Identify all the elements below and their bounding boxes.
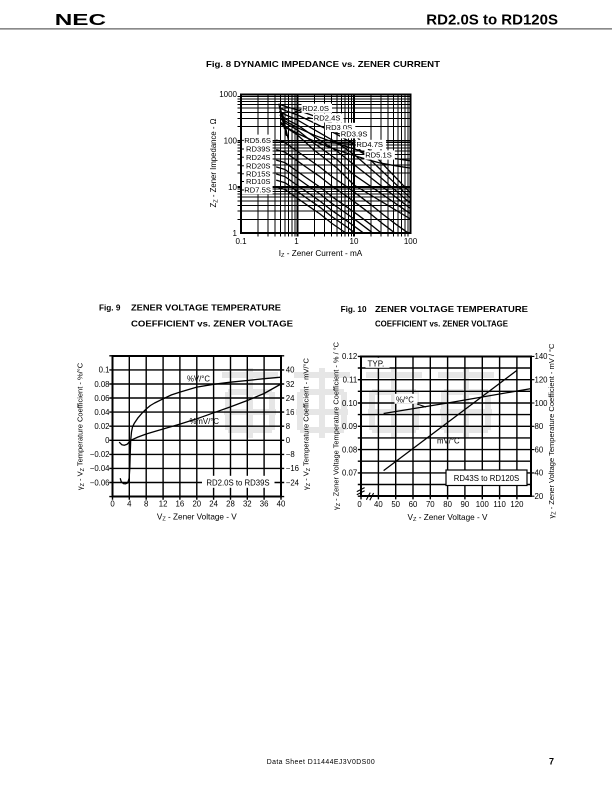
svg-text:γZ - VZ Temperature Coefficien: γZ - VZ Temperature Coefficient - %/°C <box>76 362 86 490</box>
svg-text:RD24S: RD24S <box>246 153 270 162</box>
svg-text:−0.06: −0.06 <box>90 478 110 487</box>
svg-text:60: 60 <box>409 500 418 509</box>
svg-text:140: 140 <box>535 352 549 361</box>
svg-text:VZ - Zener Voltage - V: VZ - Zener Voltage - V <box>408 513 488 523</box>
svg-text:100: 100 <box>404 237 418 246</box>
svg-text:120: 120 <box>510 500 524 509</box>
svg-text:NEC: NEC <box>55 11 106 29</box>
svg-text:RD5.6S: RD5.6S <box>244 136 271 145</box>
svg-text:0: 0 <box>286 436 291 445</box>
svg-text:Fig. 10: Fig. 10 <box>341 305 367 314</box>
svg-text:20: 20 <box>535 492 544 501</box>
svg-text:RD10S: RD10S <box>246 177 270 186</box>
svg-text:7: 7 <box>549 756 554 766</box>
svg-text:0: 0 <box>110 499 115 508</box>
svg-text:1: 1 <box>233 229 238 238</box>
svg-text:100: 100 <box>224 137 238 146</box>
svg-text:100: 100 <box>535 399 549 408</box>
svg-text:0.04: 0.04 <box>94 408 110 417</box>
svg-text:0: 0 <box>357 500 362 509</box>
svg-text:110: 110 <box>493 500 506 509</box>
svg-text:ZZ - Zener Impedance - Ω: ZZ - Zener Impedance - Ω <box>209 118 219 207</box>
svg-text:120: 120 <box>535 376 549 385</box>
svg-text:0.1: 0.1 <box>99 366 110 375</box>
svg-text:ZENER VOLTAGE TEMPERATURE: ZENER VOLTAGE TEMPERATURE <box>131 303 282 312</box>
svg-text:RD2.0S to RD39S: RD2.0S to RD39S <box>206 478 269 487</box>
svg-text:0: 0 <box>105 436 110 445</box>
svg-text:1: 1 <box>294 237 299 246</box>
svg-text:4: 4 <box>127 499 132 508</box>
svg-text:COEFFICIENT vs. ZENER VOLTAGE: COEFFICIENT vs. ZENER VOLTAGE <box>375 319 509 328</box>
svg-text:20: 20 <box>192 499 201 508</box>
svg-text:16: 16 <box>286 408 295 417</box>
svg-text:10: 10 <box>350 237 359 246</box>
svg-text:RD2.0S: RD2.0S <box>302 104 329 113</box>
svg-text:12: 12 <box>159 499 168 508</box>
svg-text:0.10: 0.10 <box>342 399 358 408</box>
svg-text:80: 80 <box>443 500 452 509</box>
svg-text:γZ - VZ Temperature Coefficien: γZ - VZ Temperature Coefficient - mV/°C <box>302 357 312 489</box>
svg-text:Fig. 9: Fig. 9 <box>99 303 121 312</box>
svg-text:IZ - Zener Current - mA: IZ - Zener Current - mA <box>279 249 363 259</box>
svg-text:%V/°C: %V/°C <box>187 375 210 384</box>
svg-text:−0.04: −0.04 <box>90 464 110 473</box>
svg-text:100: 100 <box>476 500 490 509</box>
svg-text:−8: −8 <box>286 450 295 459</box>
svg-text:0.07: 0.07 <box>342 469 357 478</box>
svg-text:Fig. 8 DYNAMIC IMPEDANCE vs.: Fig. 8 DYNAMIC IMPEDANCE vs. ZENER CURRE… <box>206 60 440 69</box>
svg-text:RD20S: RD20S <box>246 162 270 171</box>
svg-text:0.11: 0.11 <box>343 376 358 385</box>
svg-text:RD39S: RD39S <box>246 145 270 154</box>
svg-text:−0.02: −0.02 <box>90 450 110 459</box>
svg-text:γZ - Zener Voltage Temperature: γZ - Zener Voltage Temperature Coefficie… <box>332 342 342 510</box>
svg-text:Data Sheet D11444EJ3V0DS00: Data Sheet D11444EJ3V0DS00 <box>267 759 375 766</box>
svg-text:−24: −24 <box>286 478 300 487</box>
svg-text:ZENER VOLTAGE TEMPERATURE: ZENER VOLTAGE TEMPERATURE <box>375 305 529 314</box>
svg-text:50: 50 <box>391 500 400 509</box>
svg-text:40: 40 <box>374 500 383 509</box>
svg-text:0.06: 0.06 <box>94 394 109 403</box>
svg-text:1000: 1000 <box>219 90 237 99</box>
svg-text:RD2.4S: RD2.4S <box>314 114 341 123</box>
svg-text:−16: −16 <box>286 464 299 473</box>
svg-text:RD3.0S: RD3.0S <box>326 123 353 132</box>
svg-text:28: 28 <box>226 499 235 508</box>
svg-text:24: 24 <box>209 499 218 508</box>
svg-text:70: 70 <box>426 500 435 509</box>
svg-text:10: 10 <box>228 183 237 192</box>
svg-text:VZ - Zener Voltage - V: VZ - Zener Voltage - V <box>157 512 237 522</box>
svg-text:RD15S: RD15S <box>246 170 270 179</box>
svg-text:8: 8 <box>144 499 148 508</box>
svg-text:%/°C: %/°C <box>396 395 414 404</box>
svg-text:γZ - Zener Voltage Temperature: γZ - Zener Voltage Temperature Coefficie… <box>547 344 557 519</box>
svg-text:RD7.5S: RD7.5S <box>244 186 271 195</box>
svg-text:40: 40 <box>286 366 295 375</box>
svg-text:0.08: 0.08 <box>342 445 357 454</box>
svg-text:RD3.9S: RD3.9S <box>341 130 368 139</box>
svg-text:32: 32 <box>286 380 295 389</box>
svg-text:90: 90 <box>461 500 470 509</box>
svg-text:36: 36 <box>260 499 269 508</box>
svg-text:0.12: 0.12 <box>342 352 357 361</box>
svg-text:RD43S to RD120S: RD43S to RD120S <box>454 474 519 483</box>
svg-text:0.1: 0.1 <box>235 237 247 246</box>
svg-text:RD4.7S: RD4.7S <box>356 140 383 149</box>
svg-text:40: 40 <box>277 499 286 508</box>
svg-text:0.08: 0.08 <box>94 380 109 389</box>
svg-text:RD5.1S: RD5.1S <box>365 151 392 160</box>
svg-text:%mV/°C: %mV/°C <box>190 417 220 426</box>
svg-text:COEFFICIENT vs. ZENER VOLTAGE: COEFFICIENT vs. ZENER VOLTAGE <box>131 319 294 328</box>
svg-text:RD2.0S to RD120S: RD2.0S to RD120S <box>426 12 558 29</box>
svg-text:0.09: 0.09 <box>342 422 357 431</box>
svg-text:mV/°C: mV/°C <box>437 436 460 445</box>
svg-text:32: 32 <box>243 499 252 508</box>
svg-text:80: 80 <box>535 422 544 431</box>
svg-text:24: 24 <box>286 394 295 403</box>
svg-text:16: 16 <box>176 499 185 508</box>
svg-text:TYP.: TYP. <box>368 359 385 368</box>
svg-text:8: 8 <box>286 422 290 431</box>
svg-text:0.02: 0.02 <box>94 422 109 431</box>
svg-text:40: 40 <box>535 469 544 478</box>
svg-text:60: 60 <box>535 445 544 454</box>
